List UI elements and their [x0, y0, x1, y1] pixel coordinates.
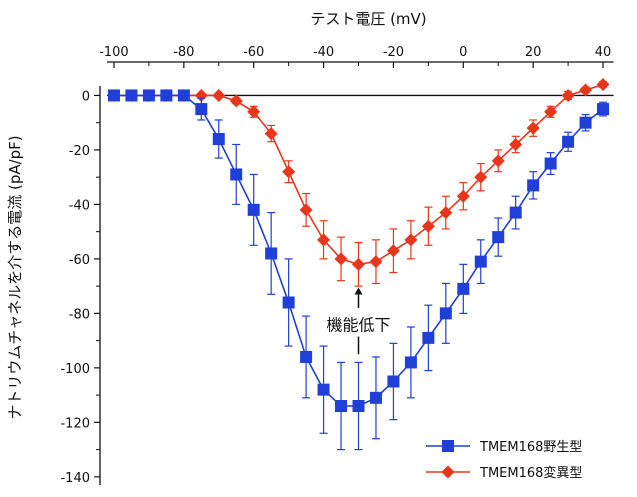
- annotation-arrow-head: [354, 287, 363, 295]
- data-point: [439, 206, 453, 220]
- data-point: [142, 89, 155, 102]
- data-point: [352, 257, 365, 271]
- data-point: [177, 89, 190, 102]
- data-point: [526, 121, 540, 135]
- data-point: [386, 244, 400, 258]
- data-point: [527, 179, 540, 192]
- x-tick-label: -20: [383, 45, 404, 60]
- x-tick-label: -80: [173, 45, 194, 60]
- y-axis-title: ナトリウムチャネルを介する電流 (pA/pF): [6, 135, 24, 419]
- data-point: [544, 105, 558, 119]
- legend: TMEM168野生型 TMEM168変異型: [426, 440, 582, 481]
- data-point: [229, 94, 243, 108]
- data-point: [404, 233, 418, 247]
- data-point: [230, 168, 243, 181]
- data-point: [439, 307, 452, 320]
- data-point: [596, 78, 610, 92]
- data-point: [247, 203, 260, 216]
- x-tick-label: 40: [595, 45, 612, 60]
- legend-label: TMEM168変異型: [479, 465, 582, 481]
- y-tick-label: 0: [82, 89, 90, 104]
- x-tick-label: 0: [459, 45, 467, 60]
- data-point: [317, 383, 330, 396]
- data-point: [334, 252, 348, 266]
- data-point: [160, 89, 173, 102]
- data-point: [492, 231, 505, 244]
- annotation-label: 機能低下: [326, 315, 390, 334]
- x-tick-label: 20: [525, 45, 542, 60]
- data-point: [264, 127, 278, 141]
- series-layer: [107, 78, 610, 451]
- data-point: [247, 105, 261, 119]
- axes-layer: -100 -80 -60 -40 -20 0 20 40 テスト電圧 (mV) 0 -20 -40 -6…: [6, 10, 614, 486]
- data-point: [282, 165, 296, 179]
- y-tick-label: -140: [60, 471, 90, 486]
- data-point: [282, 296, 295, 309]
- y-tick-label: -60: [69, 253, 90, 268]
- data-point: [491, 154, 505, 168]
- y-tick-label: -120: [60, 416, 90, 431]
- legend-label: TMEM168野生型: [479, 440, 582, 455]
- data-point: [579, 83, 593, 97]
- legend-marker: [441, 465, 455, 479]
- data-point: [457, 282, 470, 295]
- data-point: [265, 247, 278, 260]
- x-tick-label: -100: [99, 45, 129, 60]
- data-point: [387, 375, 400, 388]
- data-point: [299, 203, 313, 217]
- data-point: [597, 103, 610, 116]
- data-point: [125, 89, 138, 102]
- annotation-layer: 機能低下: [326, 287, 391, 355]
- series-line: [113, 83, 604, 266]
- y-tick-label: -20: [69, 144, 90, 159]
- data-point: [422, 331, 435, 344]
- y-tick-label: -80: [69, 307, 90, 322]
- data-point: [562, 135, 575, 148]
- x-tick-label: -60: [243, 45, 264, 60]
- x-axis-title: テスト電圧 (mV): [310, 10, 426, 28]
- y-tick-label: -100: [60, 362, 90, 377]
- data-point: [107, 89, 120, 102]
- x-tick-label: -40: [313, 45, 334, 60]
- data-point: [212, 133, 225, 146]
- data-point: [352, 400, 365, 412]
- data-point: [544, 157, 557, 170]
- data-point: [195, 103, 208, 116]
- data-point: [404, 356, 417, 369]
- y-tick-label: -40: [69, 198, 90, 213]
- data-point: [456, 189, 470, 203]
- series-wildtype: [107, 89, 610, 451]
- data-point: [474, 255, 487, 268]
- data-point: [212, 88, 226, 102]
- legend-item-mutant: TMEM168変異型: [426, 465, 582, 481]
- legend-item-wildtype: TMEM168野生型: [426, 440, 582, 455]
- data-point: [421, 219, 435, 233]
- data-point: [369, 391, 382, 404]
- data-point: [369, 255, 383, 269]
- data-point: [509, 206, 522, 219]
- data-point: [561, 88, 575, 102]
- data-point: [317, 233, 331, 247]
- data-point: [509, 137, 523, 151]
- data-point: [579, 116, 592, 129]
- data-point: [300, 350, 313, 363]
- data-point: [474, 170, 488, 184]
- legend-marker: [442, 440, 454, 452]
- data-point: [335, 400, 348, 412]
